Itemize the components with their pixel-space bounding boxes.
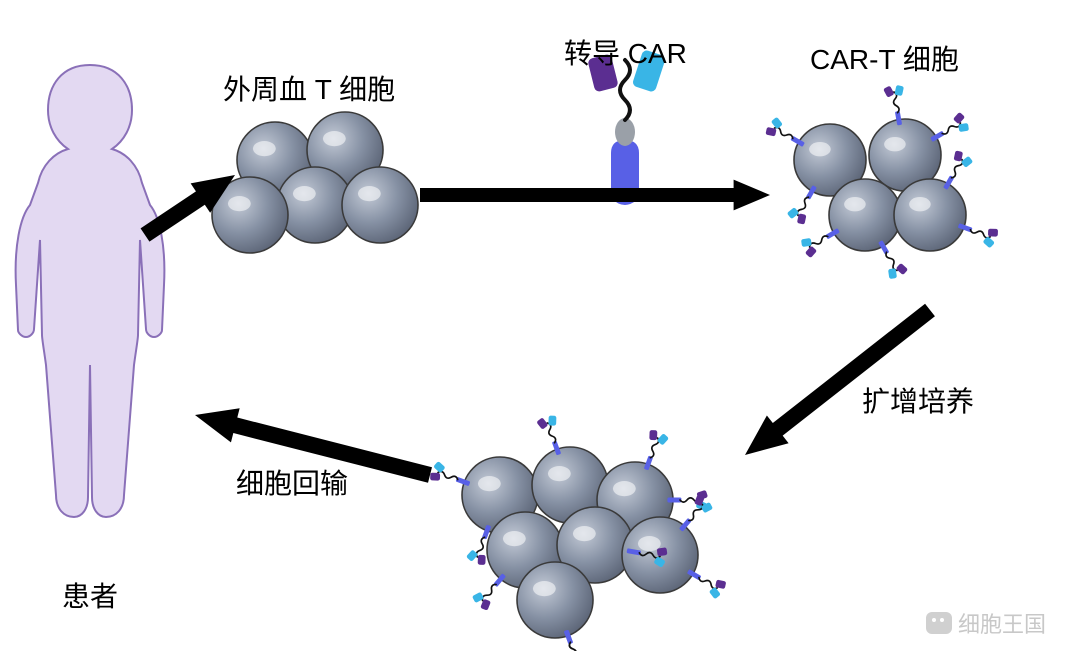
watermark-text: 细胞王国 [958, 607, 1046, 639]
label-reinfuse: 细胞回输 [236, 462, 348, 502]
tcell-cluster [212, 112, 418, 253]
car-construct-icon [587, 49, 666, 205]
cart-cluster [763, 83, 1000, 282]
watermark: 细胞王国 [926, 607, 1046, 639]
label-tcells: 外周血 T 细胞 [223, 68, 395, 108]
label-expand: 扩增培养 [862, 380, 974, 420]
expanded-cluster [428, 413, 728, 651]
label-patient: 患者 [62, 575, 118, 615]
wechat-icon [926, 612, 952, 634]
label-cart: CAR-T 细胞 [810, 38, 959, 78]
arrow-to-cart [420, 180, 770, 211]
label-transduce: 转导 CAR [564, 32, 687, 72]
patient-figure [16, 65, 165, 517]
